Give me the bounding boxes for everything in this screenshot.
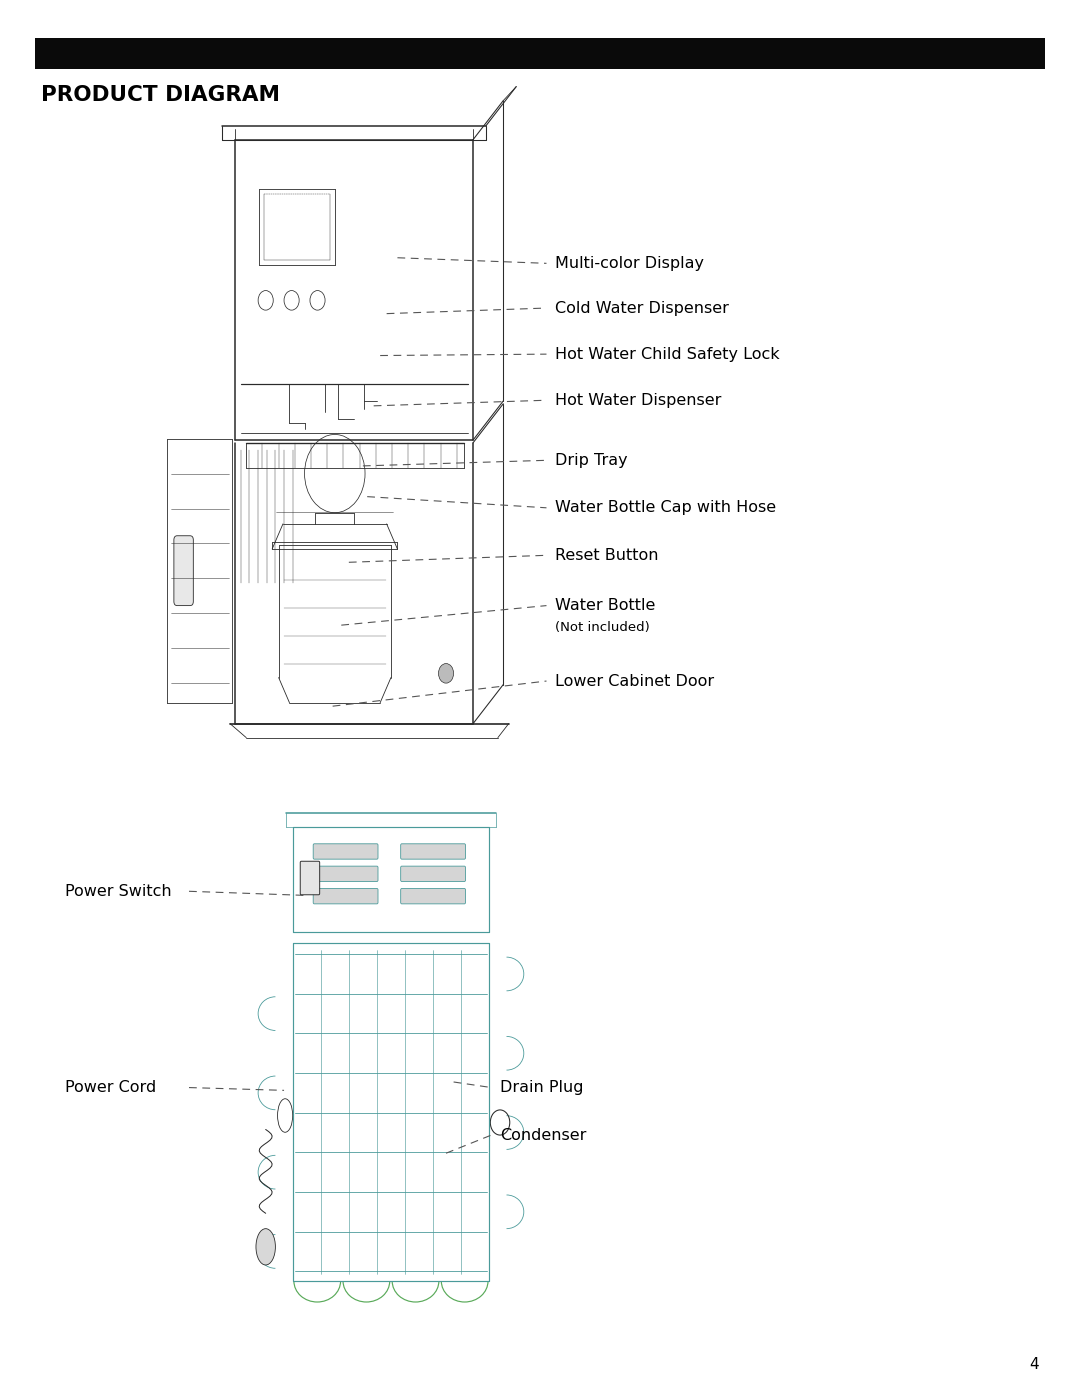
Text: Water Bottle: Water Bottle <box>555 598 656 613</box>
FancyBboxPatch shape <box>35 39 1045 68</box>
FancyBboxPatch shape <box>300 861 320 895</box>
Text: Hot Water Child Safety Lock: Hot Water Child Safety Lock <box>555 346 780 362</box>
Circle shape <box>438 664 454 683</box>
FancyBboxPatch shape <box>401 888 465 904</box>
Text: 4: 4 <box>1029 1356 1039 1372</box>
Text: PRODUCT DIAGRAM: PRODUCT DIAGRAM <box>41 84 280 105</box>
Text: Reset Button: Reset Button <box>555 548 659 563</box>
Text: Drip Tray: Drip Tray <box>555 453 627 468</box>
FancyBboxPatch shape <box>313 844 378 859</box>
Ellipse shape <box>256 1229 275 1266</box>
FancyBboxPatch shape <box>401 866 465 882</box>
Text: Cold Water Dispenser: Cold Water Dispenser <box>555 300 729 316</box>
Text: Water Bottle Cap with Hose: Water Bottle Cap with Hose <box>555 500 777 515</box>
Text: Lower Cabinet Door: Lower Cabinet Door <box>555 673 714 689</box>
Text: Condenser: Condenser <box>500 1127 586 1143</box>
FancyBboxPatch shape <box>313 866 378 882</box>
FancyBboxPatch shape <box>174 535 193 606</box>
FancyBboxPatch shape <box>313 888 378 904</box>
Text: Hot Water Dispenser: Hot Water Dispenser <box>555 393 721 408</box>
Text: Power Cord: Power Cord <box>65 1080 156 1095</box>
Text: Power Switch: Power Switch <box>65 884 172 898</box>
Text: Multi-color Display: Multi-color Display <box>555 256 704 271</box>
FancyBboxPatch shape <box>401 844 465 859</box>
Text: Drain Plug: Drain Plug <box>500 1080 583 1095</box>
Text: (Not included): (Not included) <box>555 622 650 634</box>
